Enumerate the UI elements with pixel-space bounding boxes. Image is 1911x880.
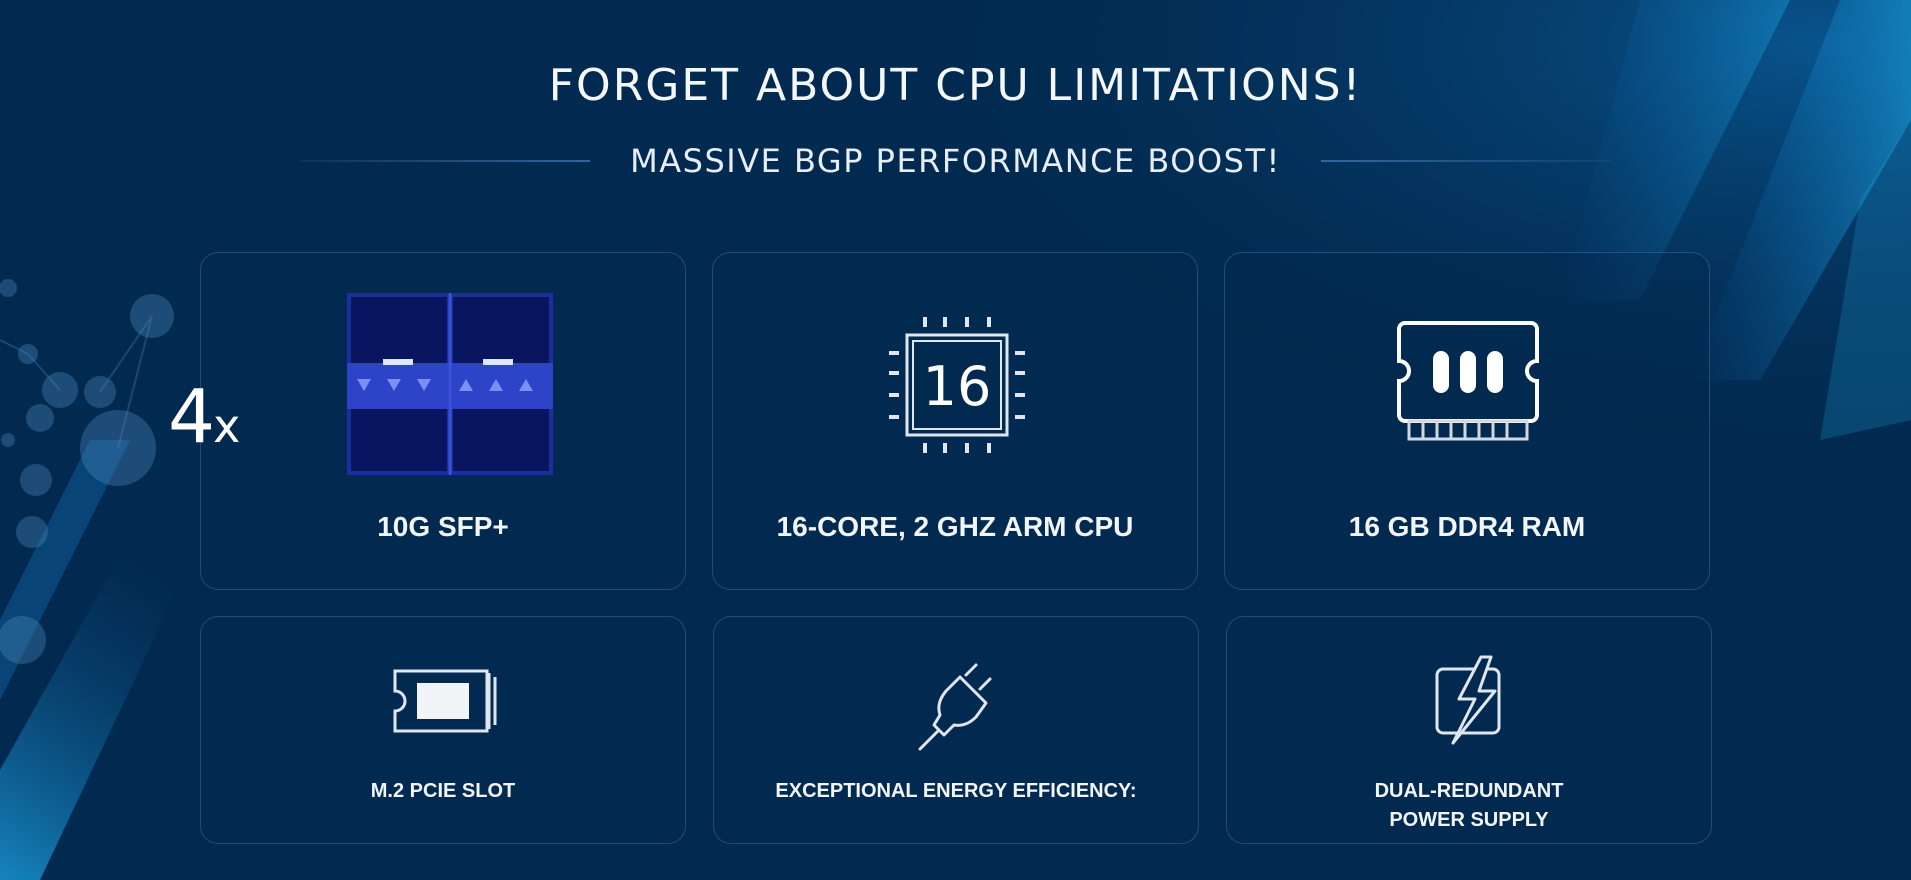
feature-label-sfp: 10G SFP+ [377,511,509,542]
feature-label-ram: 16 GB DDR4 RAM [1348,511,1586,542]
feature-label-m2: M.2 PCIE SLOT [370,780,516,802]
divider-right [1320,160,1612,162]
feature-label-psu-line2: POWER SUPPLY [1389,809,1549,831]
feature-label-psu: DUAL-REDUNDANT POWER SUPPLY [1227,777,1711,835]
molecule-decoration [0,279,174,664]
page-subtitle: MASSIVE BGP PERFORMANCE BOOST! [630,142,1281,180]
divider-left [300,160,591,162]
subtitle-row: MASSIVE BGP PERFORMANCE BOOST! [300,136,1612,186]
power-supply-icon [1433,655,1509,745]
port-multiplier: 4x [168,380,240,454]
feature-label-psu-line1: DUAL-REDUNDANT [1374,780,1564,802]
multiplier-suffix: x [213,399,241,453]
feature-card-cpu: 16 16-CORE, 2 GHZ ARM CPU [712,252,1198,590]
feature-card-psu: DUAL-REDUNDANT POWER SUPPLY [1226,616,1712,844]
feature-label-cpu: 16-CORE, 2 GHZ ARM CPU [776,511,1134,542]
chip-number: 16 [923,355,992,418]
m2-slot-icon [391,669,497,733]
power-plug-icon [910,655,1006,751]
cpu-chip-icon: 16 [889,317,1025,453]
feature-card-energy: EXCEPTIONAL ENERGY EFFICIENCY: [713,616,1199,844]
feature-label-energy: EXCEPTIONAL ENERGY EFFICIENCY: [775,780,1137,802]
multiplier-number: 4 [168,374,215,460]
feature-card-ram: 16 GB DDR4 RAM [1224,252,1710,590]
ram-module-icon [1397,321,1539,443]
feature-card-m2: M.2 PCIE SLOT [200,616,686,844]
sfp-port-icon [347,293,553,475]
page-title: FORGET ABOUT CPU LIMITATIONS! [548,60,1363,111]
feature-card-sfp: 10G SFP+ [200,252,686,590]
